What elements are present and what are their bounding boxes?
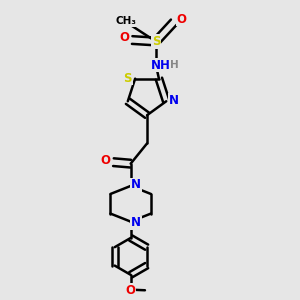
Text: CH₃: CH₃ — [116, 16, 137, 26]
Text: S: S — [124, 72, 132, 85]
Text: O: O — [126, 284, 136, 297]
Text: N: N — [168, 94, 178, 107]
Text: H: H — [170, 60, 179, 70]
Text: NH: NH — [151, 59, 170, 72]
Text: N: N — [131, 216, 141, 229]
Text: O: O — [100, 154, 110, 167]
Text: O: O — [176, 13, 186, 26]
Text: N: N — [131, 178, 141, 191]
Text: S: S — [152, 35, 160, 48]
Text: O: O — [120, 31, 130, 44]
